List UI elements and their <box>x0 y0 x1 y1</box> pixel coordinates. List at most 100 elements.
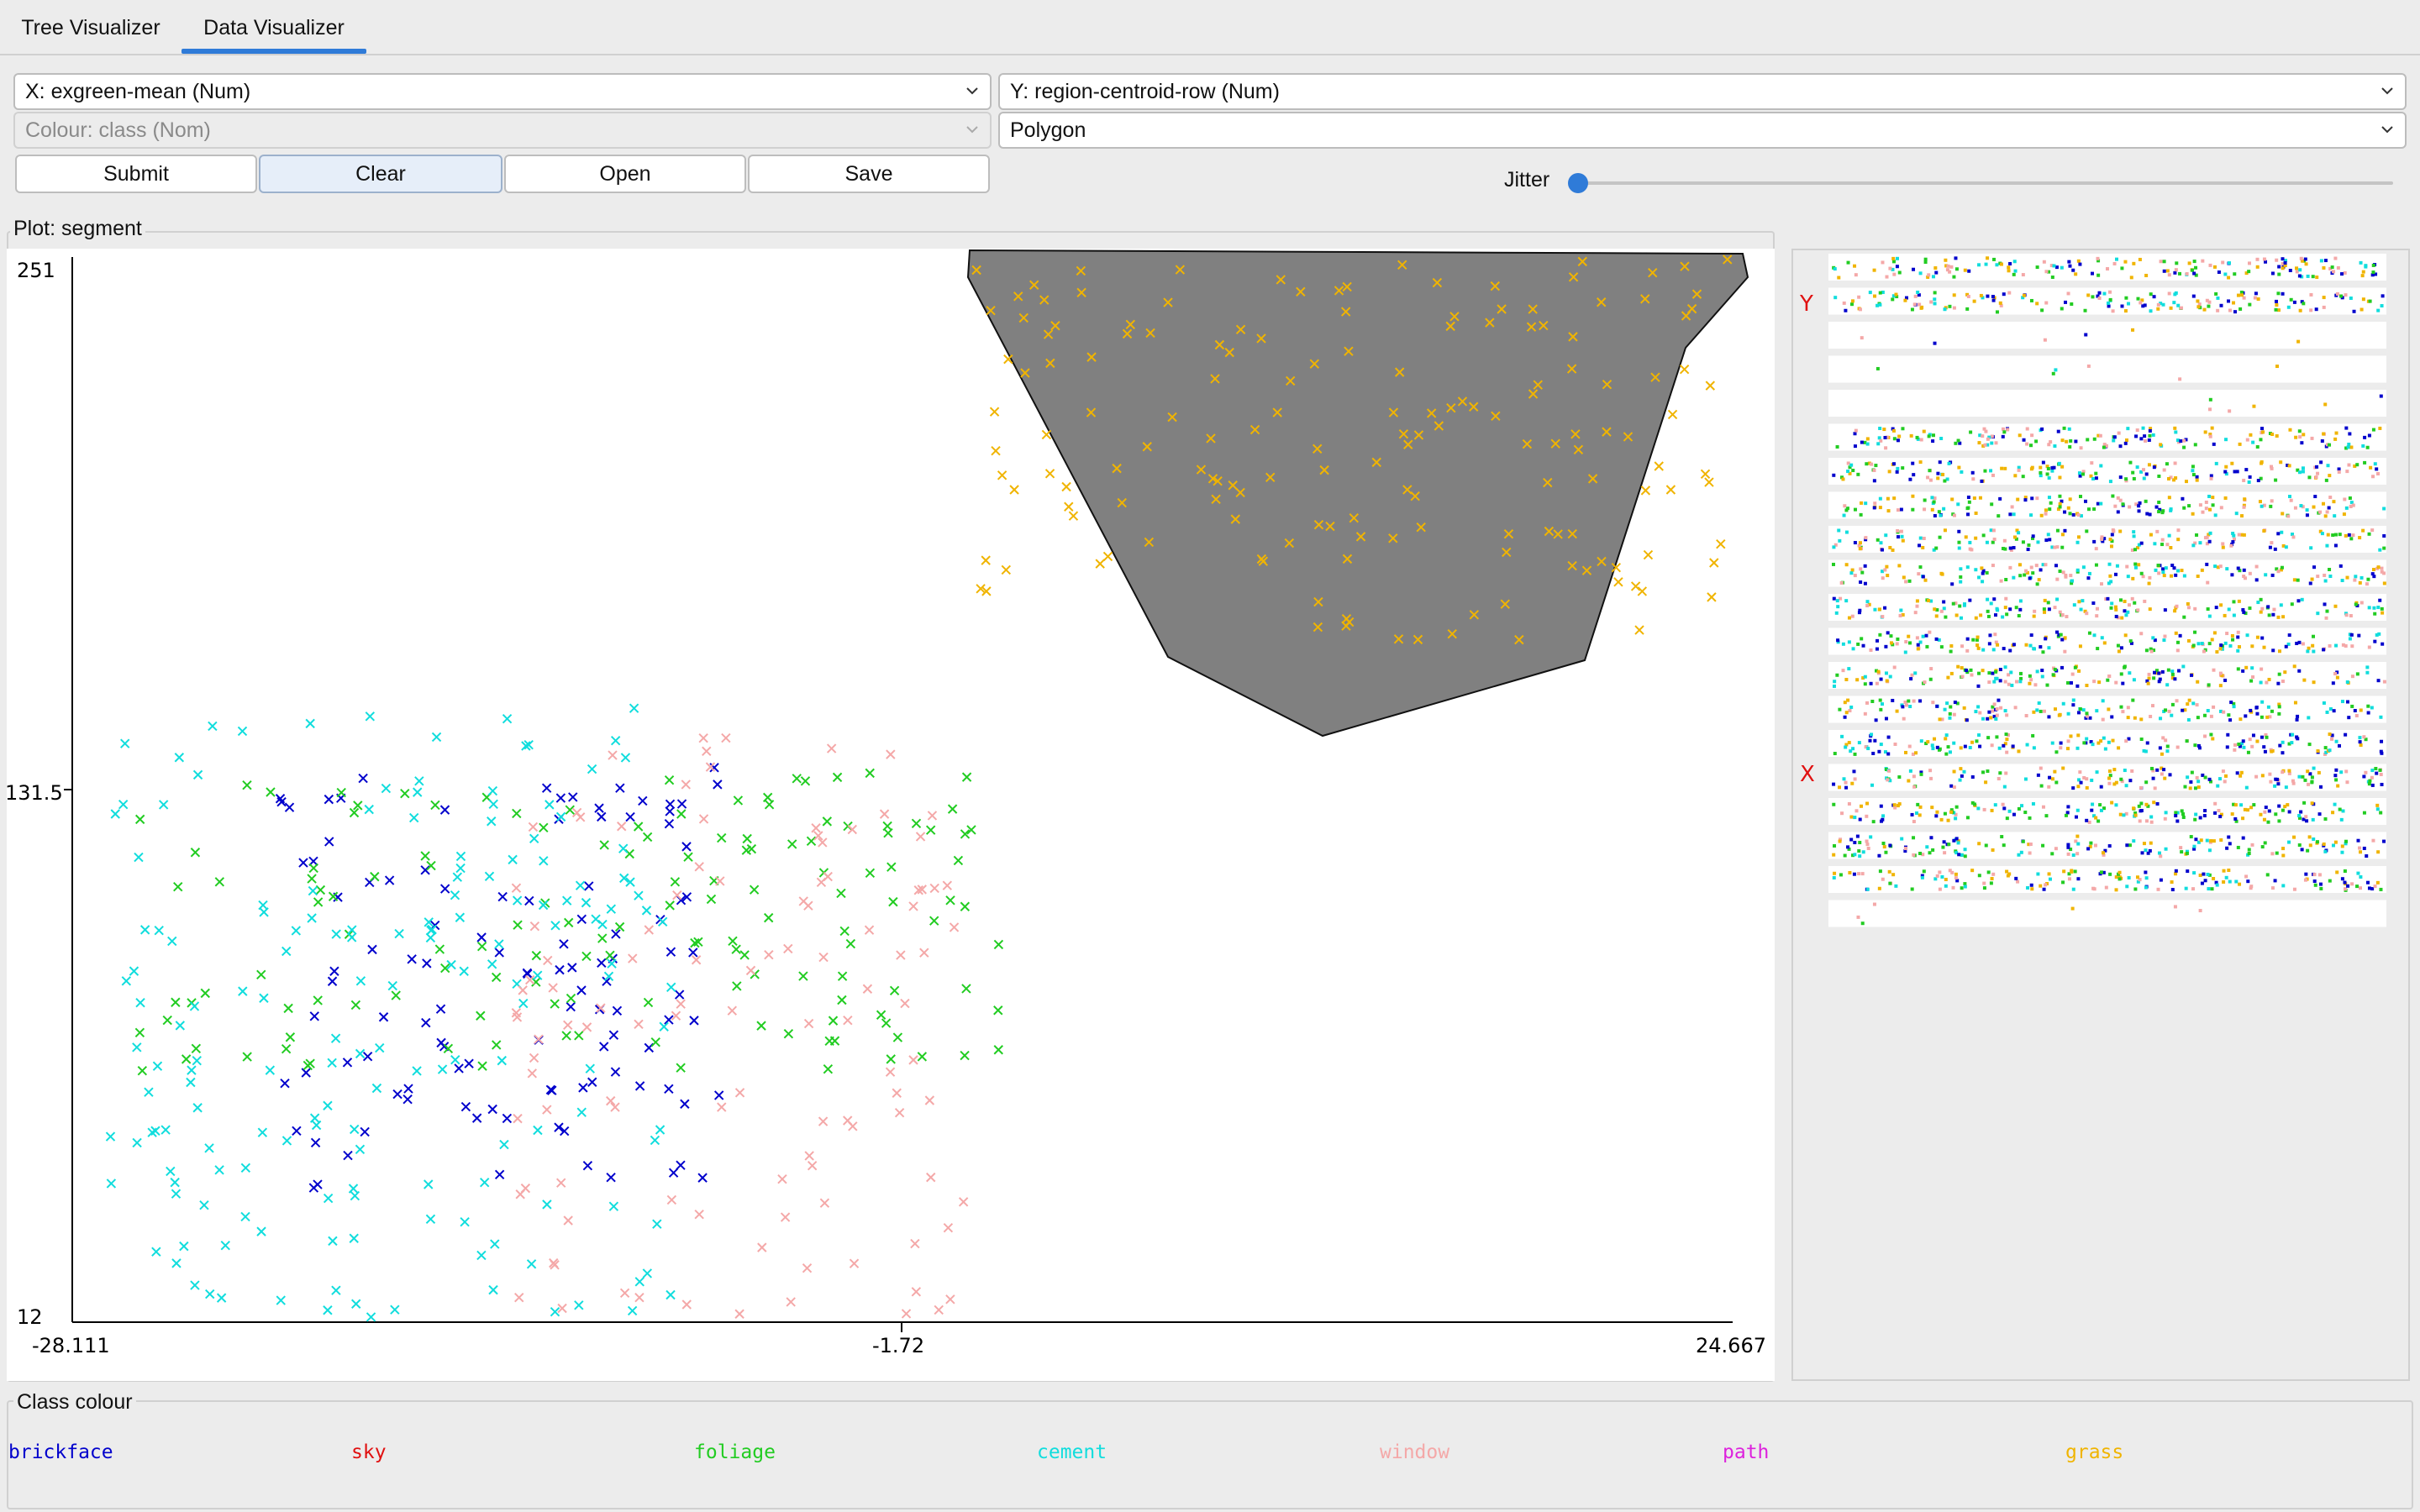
strip-point <box>2376 679 2381 683</box>
jitter-slider[interactable] <box>1571 181 2393 185</box>
strip-point <box>2132 261 2136 265</box>
legend-window[interactable]: window <box>1380 1441 1450 1463</box>
strip-point <box>2207 887 2211 891</box>
legend-cement[interactable]: cement <box>1037 1441 1107 1463</box>
open-button[interactable]: Open <box>504 155 746 193</box>
strip-point <box>2024 569 2028 573</box>
strip-point <box>2306 769 2310 774</box>
x-axis-select[interactable]: X: exgreen-mean (Num) <box>13 73 992 110</box>
y-axis-select[interactable]: Y: region-centroid-row (Num) <box>998 73 2407 110</box>
strip-point <box>2328 568 2332 572</box>
strip-point <box>2157 510 2161 514</box>
strip-point <box>2233 470 2237 474</box>
strip-point <box>2212 631 2217 635</box>
strip-point <box>1895 642 1899 646</box>
strip-point <box>2286 305 2291 309</box>
strip-point <box>2187 504 2191 508</box>
strip-point <box>2236 630 2240 634</box>
strip-point <box>1840 734 1844 738</box>
strip-point <box>2340 700 2344 704</box>
data-point-grass <box>1528 304 1538 314</box>
strip-point <box>2123 609 2127 613</box>
data-point-window <box>548 983 558 993</box>
data-point-grass <box>1587 474 1598 484</box>
clear-button[interactable]: Clear <box>259 155 502 193</box>
data-point-brickface <box>713 780 723 790</box>
data-point-foliage <box>845 938 856 949</box>
submit-button[interactable]: Submit <box>15 155 257 193</box>
strip-point <box>1984 780 1988 785</box>
strip-point <box>2277 272 2281 276</box>
save-button[interactable]: Save <box>748 155 990 193</box>
jitter-slider-thumb[interactable] <box>1568 173 1588 193</box>
strip-point <box>2353 578 2357 582</box>
strip-point <box>1926 275 1930 279</box>
strip-point <box>2343 497 2347 501</box>
data-point-foliage <box>349 807 360 818</box>
legend-grass[interactable]: grass <box>2065 1441 2124 1463</box>
strip-point <box>2290 602 2294 606</box>
attribute-strip <box>1828 254 2386 281</box>
strip-point <box>2010 505 2014 509</box>
strip-point <box>1977 671 1981 675</box>
data-point-grass <box>1705 381 1716 391</box>
strip-point <box>2075 746 2080 750</box>
strip-point <box>1856 642 1860 646</box>
strip-point <box>2371 838 2375 843</box>
tab-data-visualizer[interactable]: Data Visualizer <box>203 16 345 39</box>
strip-point <box>2362 811 2366 815</box>
strip-point <box>2047 496 2051 500</box>
strip-point <box>2002 843 2006 848</box>
strip-point <box>1948 711 1952 716</box>
strip-point <box>1915 435 1919 439</box>
strip-point <box>1960 470 1964 474</box>
data-point-window <box>698 732 708 743</box>
data-point-cement <box>152 1061 163 1071</box>
strip-point <box>2367 433 2371 438</box>
tab-tree-visualizer[interactable]: Tree Visualizer <box>21 16 160 39</box>
strip-point <box>2135 875 2139 879</box>
strip-point <box>2165 749 2170 753</box>
strip-point <box>2246 808 2250 812</box>
data-point-grass <box>1249 424 1260 435</box>
strip-point <box>2311 275 2315 279</box>
strip-point <box>2162 574 2166 578</box>
strip-point <box>1858 547 1862 551</box>
strip-point <box>2099 739 2103 743</box>
legend-path[interactable]: path <box>1723 1441 1770 1463</box>
strip-point <box>2297 274 2302 278</box>
strip-point <box>2119 646 2123 650</box>
strip-point <box>1848 465 1852 470</box>
data-point-foliage <box>966 825 976 835</box>
legend-brickface[interactable]: brickface <box>8 1441 113 1463</box>
strip-point <box>2125 885 2129 889</box>
data-point-cement <box>479 1178 490 1188</box>
strip-point <box>2161 567 2165 571</box>
strip-point <box>2265 735 2269 739</box>
strip-point <box>2364 264 2368 268</box>
x-tick-max: 24.667 <box>1696 1334 1766 1357</box>
strip-point <box>2044 512 2048 516</box>
legend-foliage[interactable]: foliage <box>694 1441 776 1463</box>
strip-point <box>2137 543 2141 547</box>
strip-point <box>2139 801 2144 806</box>
strip-point <box>2082 775 2086 780</box>
strip-point <box>2012 575 2016 580</box>
strip-point <box>2064 300 2068 304</box>
strip-point <box>2085 683 2089 687</box>
strip-point <box>2174 872 2178 876</box>
data-point-window <box>942 880 953 890</box>
strip-point <box>1944 884 1948 888</box>
strip-point <box>1955 701 1960 706</box>
strip-point <box>2169 475 2173 480</box>
data-point-grass <box>1371 457 1381 468</box>
strip-point <box>2238 442 2242 446</box>
strip-point <box>2017 853 2021 857</box>
strip-point <box>1911 507 1915 512</box>
strip-point <box>2198 909 2202 913</box>
strip-point <box>2281 847 2286 851</box>
shape-select[interactable]: Polygon <box>998 112 2407 149</box>
strip-point <box>2312 837 2316 841</box>
legend-sky[interactable]: sky <box>351 1441 387 1463</box>
strip-point <box>2082 741 2086 745</box>
